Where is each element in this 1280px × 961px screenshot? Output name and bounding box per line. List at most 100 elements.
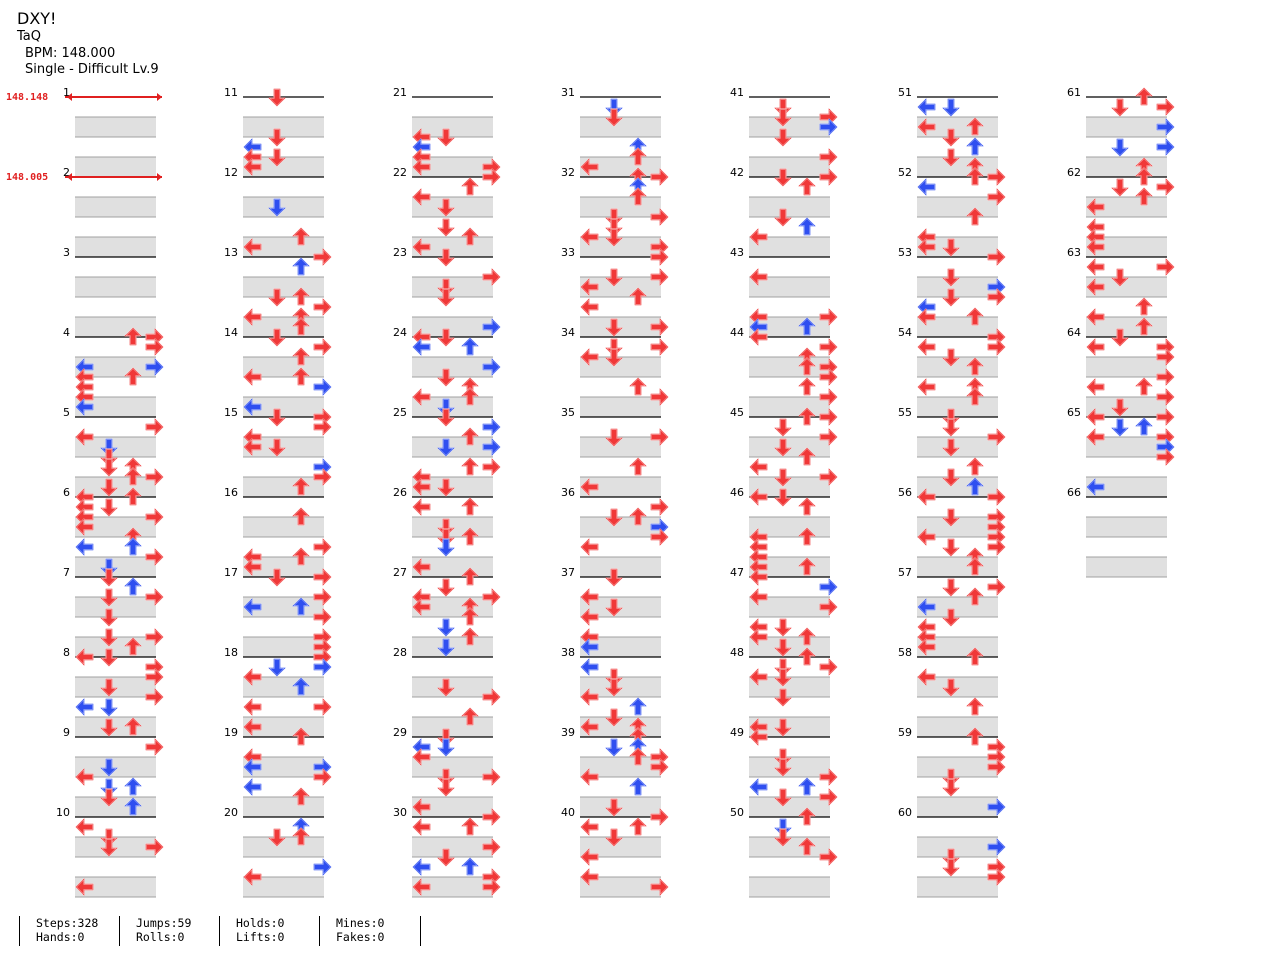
step-arrow-up xyxy=(966,117,984,136)
beat-band xyxy=(1086,557,1167,577)
step-arrow-left xyxy=(580,688,599,706)
step-arrow-down xyxy=(774,208,792,227)
arrow-body xyxy=(100,458,118,477)
arrow-body xyxy=(1135,297,1153,316)
beat-band xyxy=(243,757,324,777)
arrow-body xyxy=(461,857,479,876)
beat-band xyxy=(917,557,998,577)
step-arrow-left xyxy=(1086,338,1105,356)
arrow-outline xyxy=(629,817,647,836)
arrow-outline xyxy=(145,338,164,356)
step-arrow-up xyxy=(798,357,816,376)
arrow-outline xyxy=(437,278,455,297)
arrow-outline xyxy=(650,248,669,266)
arrow-outline xyxy=(100,558,118,577)
arrow-body xyxy=(437,778,455,797)
arrow-outline xyxy=(313,768,332,786)
arrow-outline xyxy=(798,377,816,396)
arrow-outline xyxy=(605,208,623,227)
measure-number: 3 xyxy=(63,246,70,259)
arrow-outline xyxy=(987,578,1006,596)
measure-number: 31 xyxy=(561,86,575,99)
measure-11: 11 xyxy=(224,86,324,177)
arrow-body xyxy=(1135,417,1153,436)
step-arrow-right xyxy=(313,698,332,716)
measure-number: 16 xyxy=(224,486,238,499)
arrow-outline xyxy=(774,818,792,837)
arrow-outline xyxy=(437,368,455,387)
arrow-outline xyxy=(482,268,501,286)
measure-number: 65 xyxy=(1067,406,1081,419)
arrow-outline xyxy=(917,118,936,136)
arrow-outline xyxy=(605,738,623,757)
step-arrow-down xyxy=(774,438,792,457)
arrow-outline xyxy=(798,527,816,546)
step-arrow-down xyxy=(942,438,960,457)
arrow-outline xyxy=(100,648,118,667)
step-arrow-up xyxy=(292,597,310,616)
arrow-body xyxy=(268,658,286,677)
arrow-outline xyxy=(749,328,768,346)
step-arrow-up xyxy=(966,647,984,666)
arrow-outline xyxy=(292,317,310,336)
arrow-outline xyxy=(437,578,455,597)
arrow-outline xyxy=(605,98,623,117)
step-arrow-right xyxy=(819,468,838,486)
arrow-body xyxy=(819,338,838,356)
beat-band xyxy=(412,637,493,657)
step-arrow-down xyxy=(100,498,118,517)
arrow-outline xyxy=(774,618,792,637)
step-arrow-left xyxy=(749,458,768,476)
arrow-outline xyxy=(650,388,669,406)
arrow-outline xyxy=(1111,418,1129,437)
arrow-body xyxy=(313,538,332,556)
arrow-outline xyxy=(774,828,792,847)
arrow-outline xyxy=(100,568,118,587)
arrow-outline xyxy=(1111,138,1129,157)
step-arrow-down xyxy=(437,398,455,417)
step-arrow-left xyxy=(749,568,768,586)
step-arrow-left xyxy=(75,518,94,536)
step-arrow-down xyxy=(605,828,623,847)
arrow-outline xyxy=(292,477,310,496)
step-arrow-down xyxy=(100,478,118,497)
measure-number: 14 xyxy=(224,326,238,339)
arrow-body xyxy=(243,698,262,716)
step-arrow-left xyxy=(75,878,94,896)
arrow-outline xyxy=(243,718,262,736)
step-arrow-right xyxy=(482,358,501,376)
step-arrow-up xyxy=(124,367,142,386)
step-arrow-right xyxy=(650,428,669,446)
step-arrow-down xyxy=(774,658,792,677)
step-arrow-right xyxy=(987,168,1006,186)
arrow-body xyxy=(605,738,623,757)
measure-number: 29 xyxy=(393,726,407,739)
step-arrow-down xyxy=(1111,328,1129,347)
arrow-outline xyxy=(580,818,599,836)
arrow-outline xyxy=(75,818,94,836)
step-arrow-left xyxy=(749,268,768,286)
step-arrow-down xyxy=(942,678,960,697)
measure-number: 1 xyxy=(63,86,70,99)
step-arrow-up xyxy=(292,787,310,806)
arrow-outline xyxy=(437,518,455,537)
arrow-outline xyxy=(749,668,768,686)
arrow-outline xyxy=(292,257,310,276)
arrow-outline xyxy=(774,438,792,457)
arrow-outline xyxy=(482,768,501,786)
beat-band xyxy=(580,317,661,337)
beat-band xyxy=(1086,237,1167,257)
arrow-outline xyxy=(1086,308,1105,326)
beat-band xyxy=(412,117,493,137)
measure-44: 44 xyxy=(730,326,830,417)
beat-band xyxy=(75,197,156,217)
arrow-outline xyxy=(942,438,960,457)
arrow-outline xyxy=(124,637,142,656)
arrow-outline xyxy=(292,367,310,386)
arrow-outline xyxy=(774,638,792,657)
beat-band xyxy=(1086,397,1167,417)
step-arrow-left xyxy=(1086,308,1105,326)
arrow-outline xyxy=(650,168,669,186)
arrow-body xyxy=(966,697,984,716)
arrow-outline xyxy=(482,688,501,706)
